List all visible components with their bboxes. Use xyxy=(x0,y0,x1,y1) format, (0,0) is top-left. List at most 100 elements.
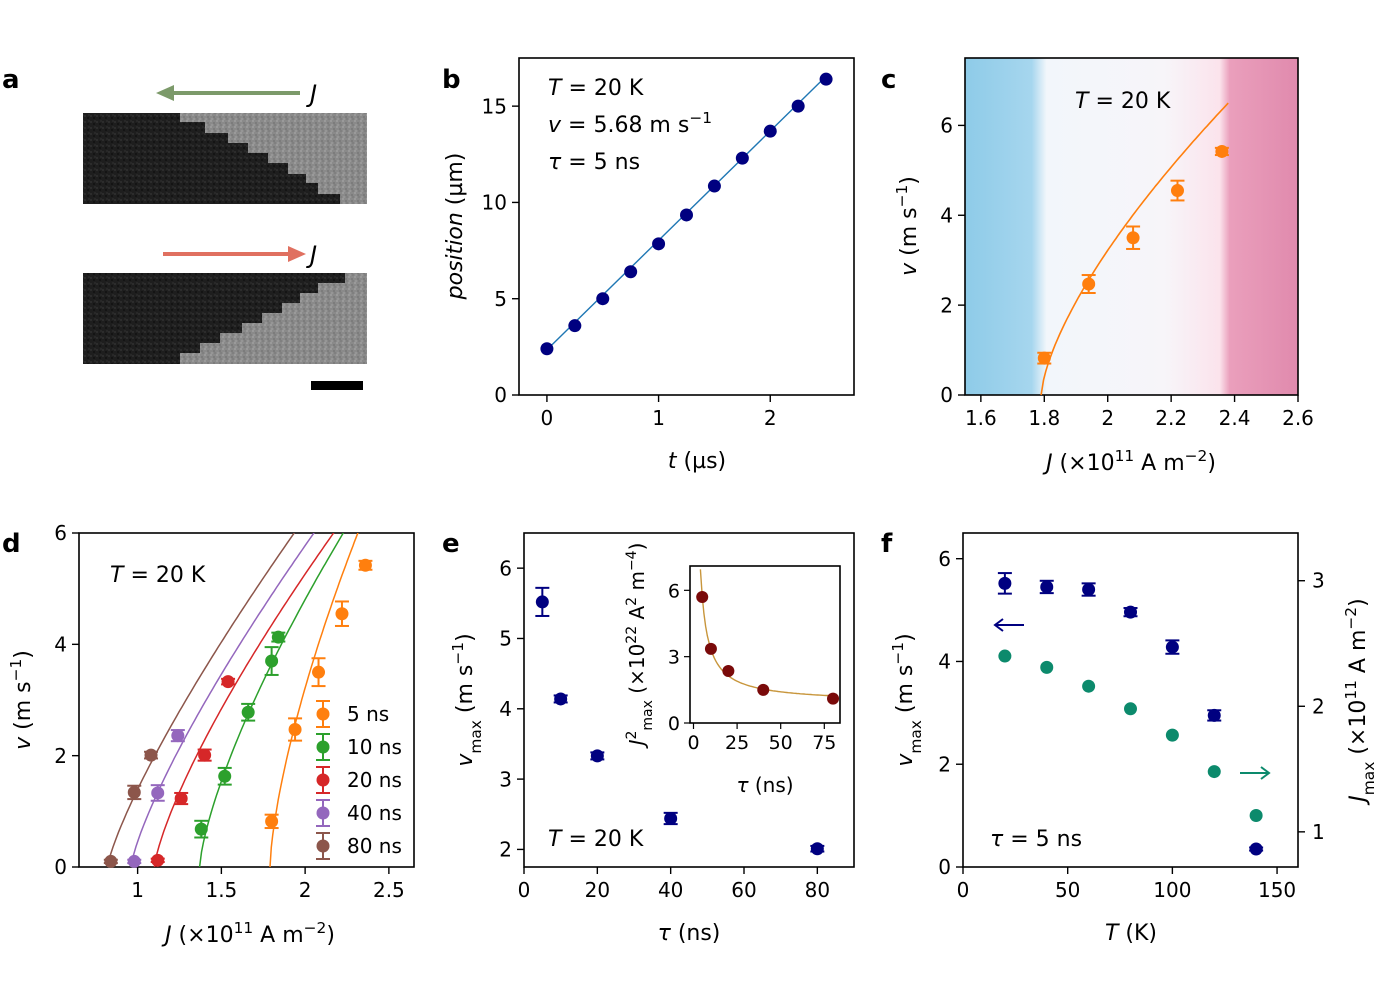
y-right-tick-label: 2 xyxy=(1312,694,1325,718)
data-point xyxy=(221,675,235,689)
panel-label-b: b xyxy=(442,65,461,95)
y-tick-label: 6 xyxy=(54,521,67,545)
data-point xyxy=(151,853,165,867)
fit-curve xyxy=(1040,102,1229,396)
fit-curve-20ns xyxy=(153,533,335,867)
y-right-tick-label: 3 xyxy=(1312,569,1325,593)
data-point xyxy=(1215,144,1229,158)
y-axis-label: position (µm) xyxy=(443,153,468,301)
y-tick-label: 6 xyxy=(499,556,512,580)
annotation-temperature: T = 20 K xyxy=(1075,89,1171,114)
scale-bar xyxy=(311,381,363,390)
data-point xyxy=(1037,351,1051,365)
data-point xyxy=(288,723,302,737)
x-tick-label: 2 xyxy=(1101,406,1114,430)
inset-x-tick-label: 25 xyxy=(725,732,749,754)
y-tick-label: 5 xyxy=(499,627,512,651)
y-right-axis-label: Jmax (×1011 A m−2) xyxy=(1342,598,1378,805)
plot-frame xyxy=(518,57,855,396)
legend-label: 40 ns xyxy=(347,801,402,825)
data-point xyxy=(810,842,824,856)
y-tick-label: 3 xyxy=(499,767,512,791)
data-point-vmax xyxy=(1124,605,1137,619)
panel-a: J J xyxy=(83,80,367,390)
annotation-pulse: τ = 5 ns xyxy=(990,827,1082,852)
inset-x-tick-label: 50 xyxy=(769,732,793,754)
fit-curve-40ns xyxy=(130,533,315,867)
y-tick-label: 4 xyxy=(499,697,512,721)
y-tick-label: 0 xyxy=(494,383,507,407)
plot-frame xyxy=(962,532,1299,868)
panel-label-c: c xyxy=(881,65,896,95)
panel-label-a: a xyxy=(2,65,20,95)
axis-arrow-left-head xyxy=(993,618,1004,632)
legend-label: 10 ns xyxy=(347,735,402,759)
data-point xyxy=(763,124,777,138)
fit-curve-5ns xyxy=(269,533,359,867)
inset-data-point xyxy=(704,642,717,655)
data-point xyxy=(1082,277,1096,291)
panel-b: 0 1 2 0 5 10 15 T = 20 K v = 5.68 m s−1 τ = 5 ns t… xyxy=(443,57,855,474)
data-point xyxy=(127,785,141,799)
legend-marker xyxy=(316,740,330,754)
data-point-jmax xyxy=(1082,679,1096,693)
y-tick-label: 2 xyxy=(499,838,512,862)
data-point-vmax xyxy=(1082,583,1096,597)
x-tick-label: 50 xyxy=(1055,878,1080,902)
annotation-velocity: v = 5.68 m s−1 xyxy=(548,109,712,138)
fit-curve-80ns xyxy=(106,533,296,867)
current-arrow-right-head xyxy=(288,246,306,262)
data-point xyxy=(312,665,326,679)
y-tick-label: 10 xyxy=(482,191,507,215)
data-point xyxy=(174,792,188,806)
y-tick-label: 2 xyxy=(940,293,953,317)
x-axis-label: J (×1011 A m−2) xyxy=(161,919,335,948)
x-tick-label: 100 xyxy=(1153,878,1191,902)
x-tick-label: 2.4 xyxy=(1219,406,1251,430)
x-tick-label: 2 xyxy=(764,406,777,430)
legend-marker xyxy=(316,707,330,721)
x-axis-label: t (µs) xyxy=(668,449,726,474)
data-point xyxy=(144,748,158,762)
annotation-pulse: τ = 5 ns xyxy=(548,150,640,175)
panel-d: 1 1.5 2 2.5 0 2 4 6 T = 20 K 5 ns 10 ns 20 ns 40 ns 8… xyxy=(7,521,415,948)
data-point xyxy=(265,814,279,828)
x-tick-label: 1.8 xyxy=(1028,406,1060,430)
data-point xyxy=(218,769,232,783)
data-point xyxy=(590,749,604,763)
x-tick-label: 2 xyxy=(299,878,312,902)
legend-marker xyxy=(316,806,330,820)
y-tick-label: 4 xyxy=(938,650,951,674)
data-point xyxy=(554,692,568,706)
data-point xyxy=(652,237,666,251)
inset-y-tick-label: 6 xyxy=(668,580,680,602)
y-tick-label: 15 xyxy=(482,94,507,118)
data-point xyxy=(624,265,638,279)
data-point xyxy=(271,630,285,644)
domain-region-bottom xyxy=(83,273,345,364)
x-tick-label: 0 xyxy=(957,878,970,902)
annotation-temperature: T = 20 K xyxy=(110,563,206,588)
inset-data-point xyxy=(722,665,735,678)
data-point-vmax xyxy=(1040,580,1054,594)
x-tick-label: 40 xyxy=(658,878,683,902)
data-point xyxy=(596,292,610,306)
x-axis-label: τ (ns) xyxy=(658,921,721,946)
data-point-vmax xyxy=(998,576,1012,590)
legend-label: 80 ns xyxy=(347,834,402,858)
y-tick-label: 4 xyxy=(54,633,67,657)
annotation-temperature: T = 20 K xyxy=(548,827,644,852)
current-label-bottom: J xyxy=(306,241,317,269)
current-label-top: J xyxy=(306,80,317,108)
data-point-vmax xyxy=(1165,640,1179,654)
data-point xyxy=(241,705,255,719)
data-point xyxy=(535,595,549,609)
current-arrow-left-head xyxy=(156,85,174,101)
data-point xyxy=(151,786,165,800)
axis-arrow-right-head xyxy=(1260,766,1271,780)
data-point xyxy=(104,854,118,868)
y-tick-label: 0 xyxy=(940,383,953,407)
data-point-vmax xyxy=(1249,842,1263,856)
y-axis-label: v (m s−1) xyxy=(893,176,922,276)
